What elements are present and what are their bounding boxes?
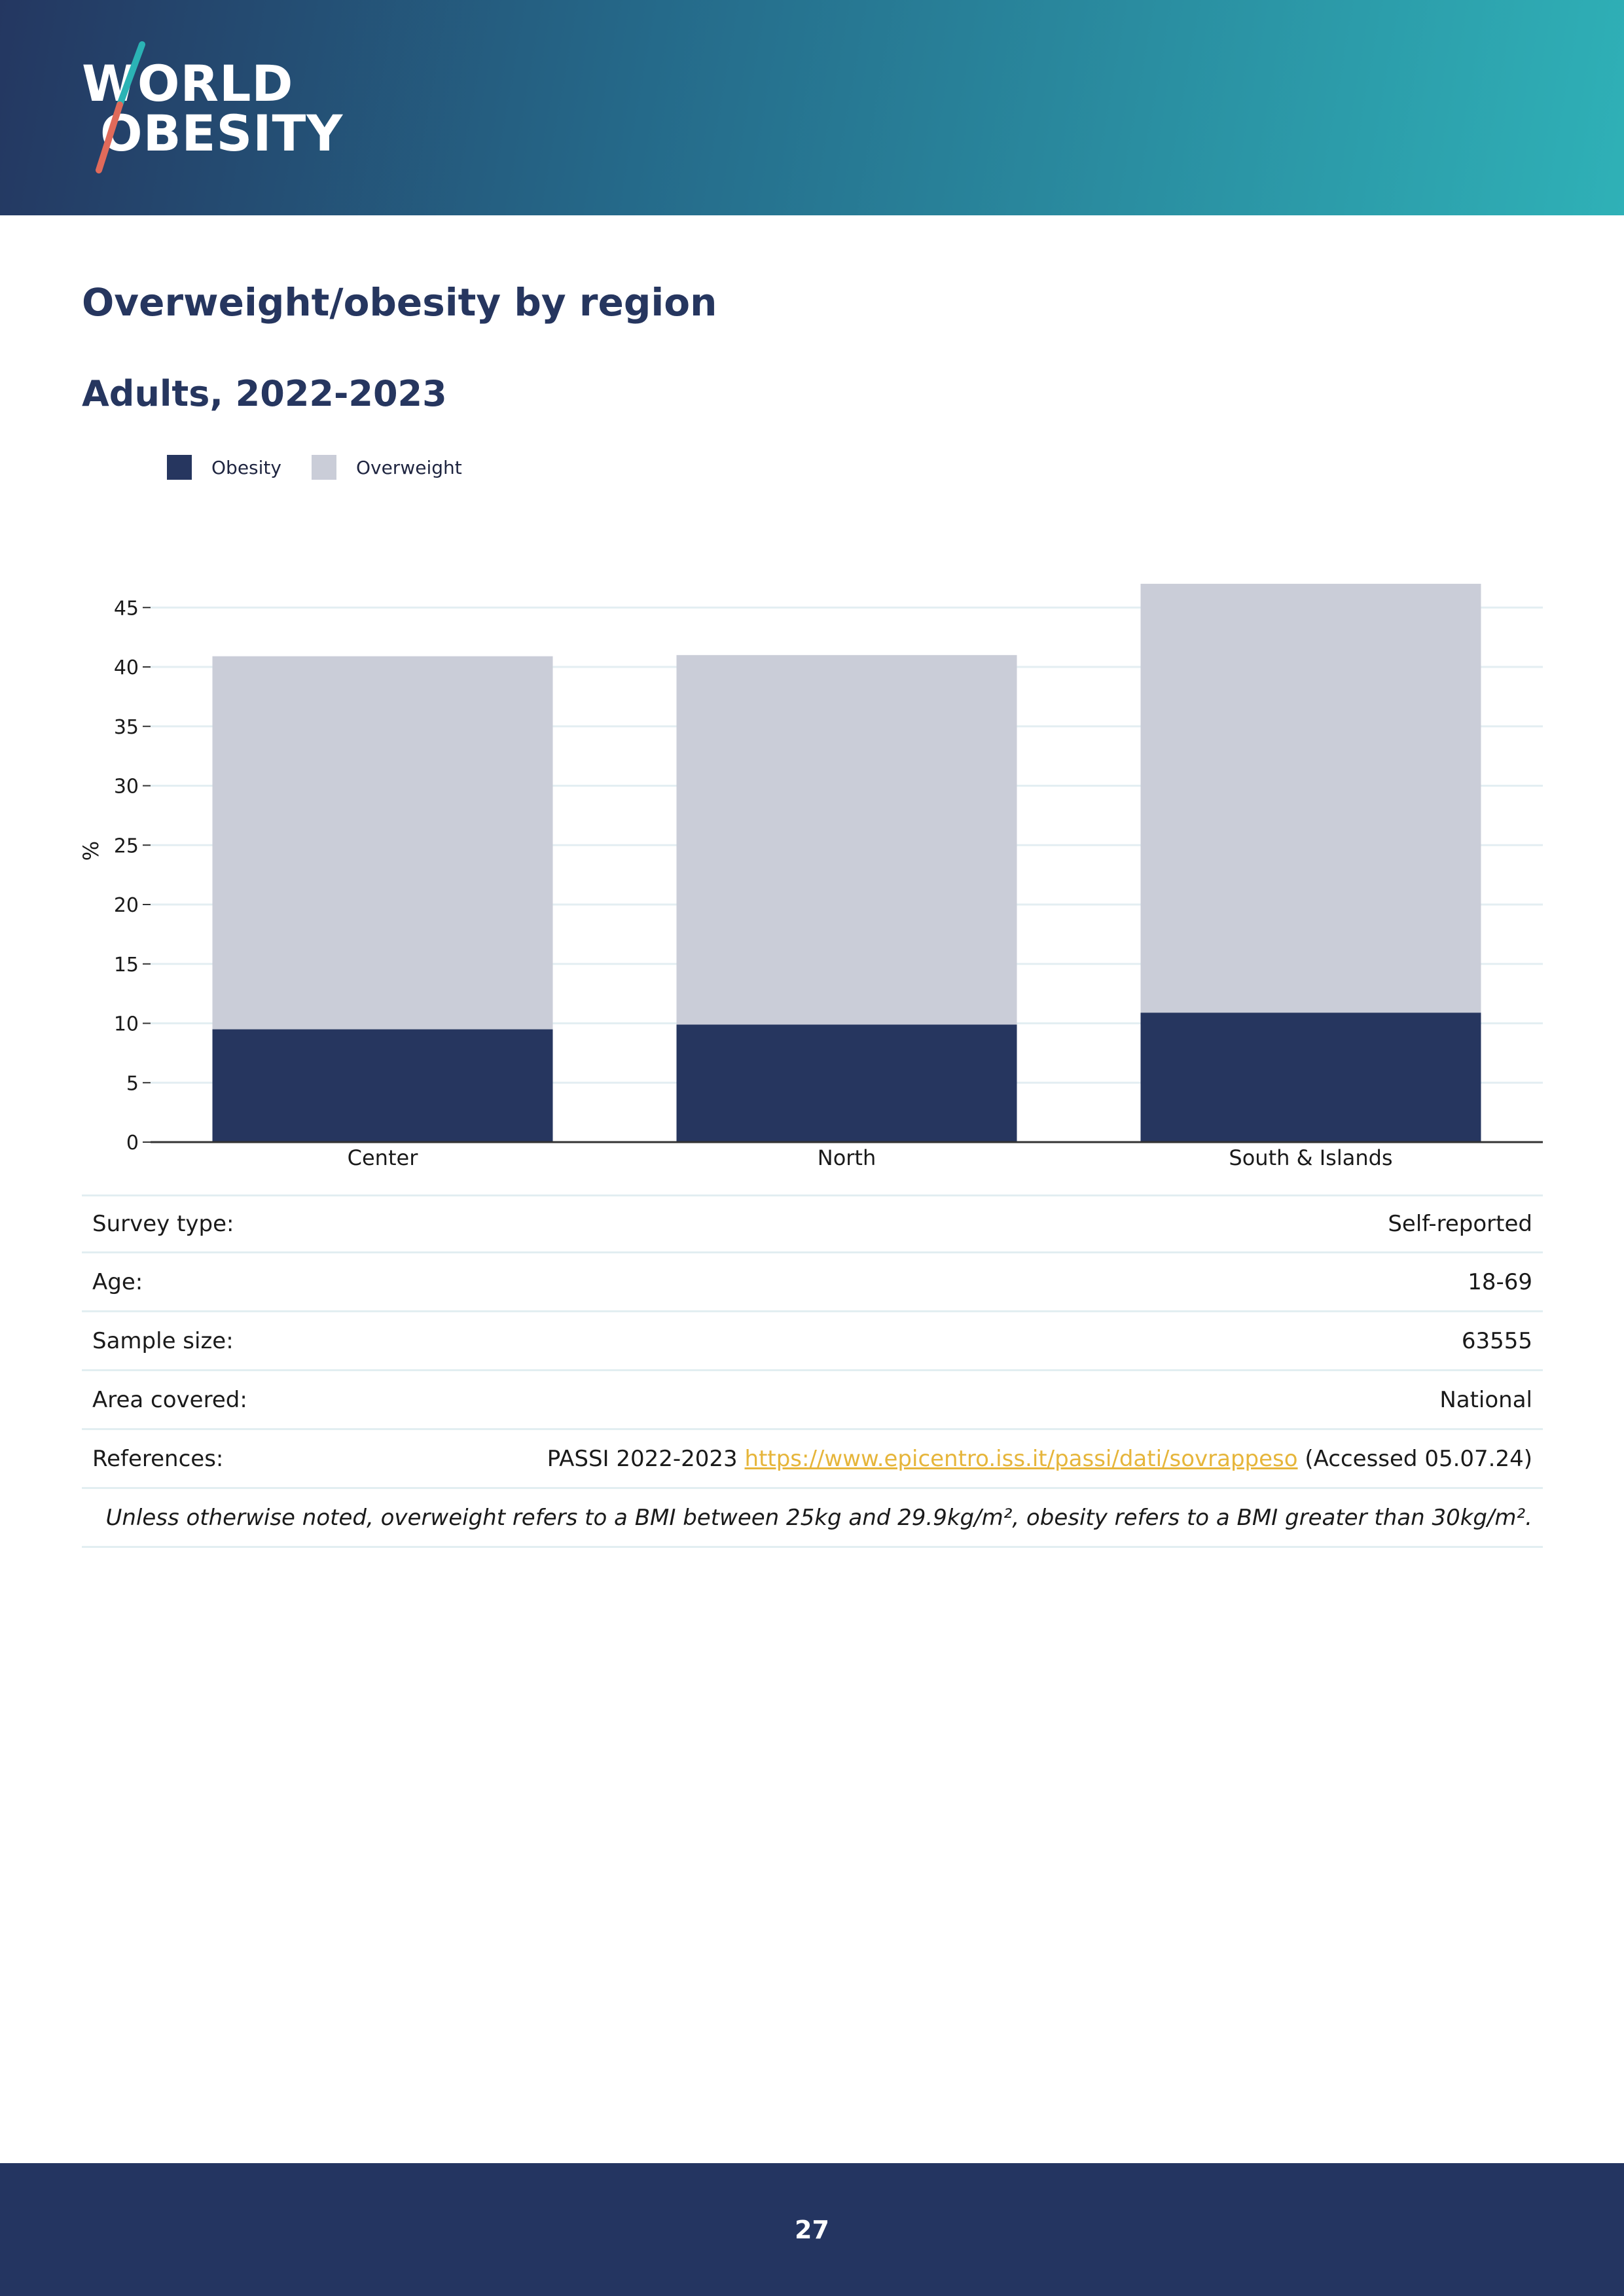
bar-overweight-0	[212, 656, 553, 1030]
table-row-area-covered: Area covered: National	[82, 1371, 1543, 1430]
references-value: PASSI 2022-2023 https://www.epicentro.is…	[547, 1446, 1532, 1472]
y-tick-label-5: 5	[126, 1072, 139, 1095]
logo-line-2: OBESITY	[100, 104, 344, 162]
references-link[interactable]: https://www.epicentro.iss.it/passi/dati/…	[744, 1445, 1298, 1472]
survey-type-value: Self-reported	[1388, 1211, 1532, 1237]
bar-overweight-1	[676, 655, 1017, 1025]
y-tick-label-0: 0	[126, 1132, 139, 1155]
survey-type-label: Survey type:	[92, 1211, 234, 1237]
logo-line-1: WORLD	[82, 54, 294, 113]
bar-overweight-2	[1140, 583, 1481, 1013]
x-tick-label-2: South & Islands	[1229, 1145, 1392, 1170]
y-tick-label-30: 30	[114, 776, 139, 798]
y-tick-label-15: 15	[114, 954, 139, 977]
y-tick-label-35: 35	[114, 716, 139, 739]
y-tick-label-20: 20	[114, 894, 139, 917]
x-tick-label-1: North	[818, 1145, 876, 1170]
y-tick-label-25: 25	[114, 834, 139, 857]
sample-size-value: 63555	[1461, 1327, 1532, 1354]
logo-slash-icon	[96, 41, 145, 173]
y-tick-label-10: 10	[114, 1013, 139, 1036]
stacked-bar-chart: 0 5 10 15 20 25 30 35 40 45% Center North South & Is…	[79, 583, 1543, 1170]
page-number: 27	[795, 2215, 829, 2244]
legend-swatch-obesity	[167, 455, 192, 480]
page-subtitle: Adults, 2022-2023	[82, 373, 447, 414]
table-row-bmi-note: Unless otherwise noted, overweight refer…	[82, 1489, 1543, 1548]
table-row-survey-type: Survey type: Self-reported	[82, 1194, 1543, 1253]
x-tick-label-0: Center	[348, 1145, 419, 1170]
sample-size-label: Sample size:	[92, 1327, 234, 1354]
legend-label-overweight: Overweight	[355, 456, 462, 478]
legend-item-obesity: Obesity	[167, 455, 281, 480]
references-prefix: PASSI 2022-2023	[547, 1445, 738, 1472]
page-title: Overweight/obesity by region	[82, 280, 717, 325]
y-axis-label: %	[79, 841, 103, 861]
references-label: References:	[92, 1445, 224, 1472]
y-tick-label-40: 40	[114, 656, 139, 679]
area-covered-value: National	[1439, 1386, 1532, 1413]
header-banner: WORLD OBESITY	[0, 0, 1624, 215]
legend-item-overweight: Overweight	[311, 455, 462, 480]
world-obesity-logo: WORLD OBESITY	[82, 39, 342, 177]
references-suffix: (Accessed 05.07.24)	[1305, 1445, 1532, 1472]
table-row-references: References: PASSI 2022-2023 https://www.…	[82, 1430, 1543, 1489]
survey-info-table: Survey type: Self-reported Age: 18-69 Sa…	[82, 1194, 1543, 1548]
chart-legend: Obesity Overweight	[167, 454, 492, 480]
legend-label-obesity: Obesity	[211, 456, 281, 478]
bar-obesity-2	[1140, 1013, 1481, 1142]
area-covered-label: Area covered:	[92, 1386, 247, 1413]
page-footer: 27	[0, 2163, 1624, 2296]
legend-swatch-overweight	[311, 455, 336, 480]
table-row-age: Age: 18-69	[82, 1253, 1543, 1312]
bar-obesity-1	[676, 1024, 1017, 1142]
bmi-definition-note: Unless otherwise noted, overweight refer…	[105, 1504, 1532, 1531]
bar-obesity-0	[212, 1029, 553, 1142]
table-row-sample-size: Sample size: 63555	[82, 1312, 1543, 1371]
age-label: Age:	[92, 1268, 143, 1295]
age-value: 18-69	[1468, 1268, 1532, 1295]
y-tick-label-45: 45	[114, 597, 139, 620]
